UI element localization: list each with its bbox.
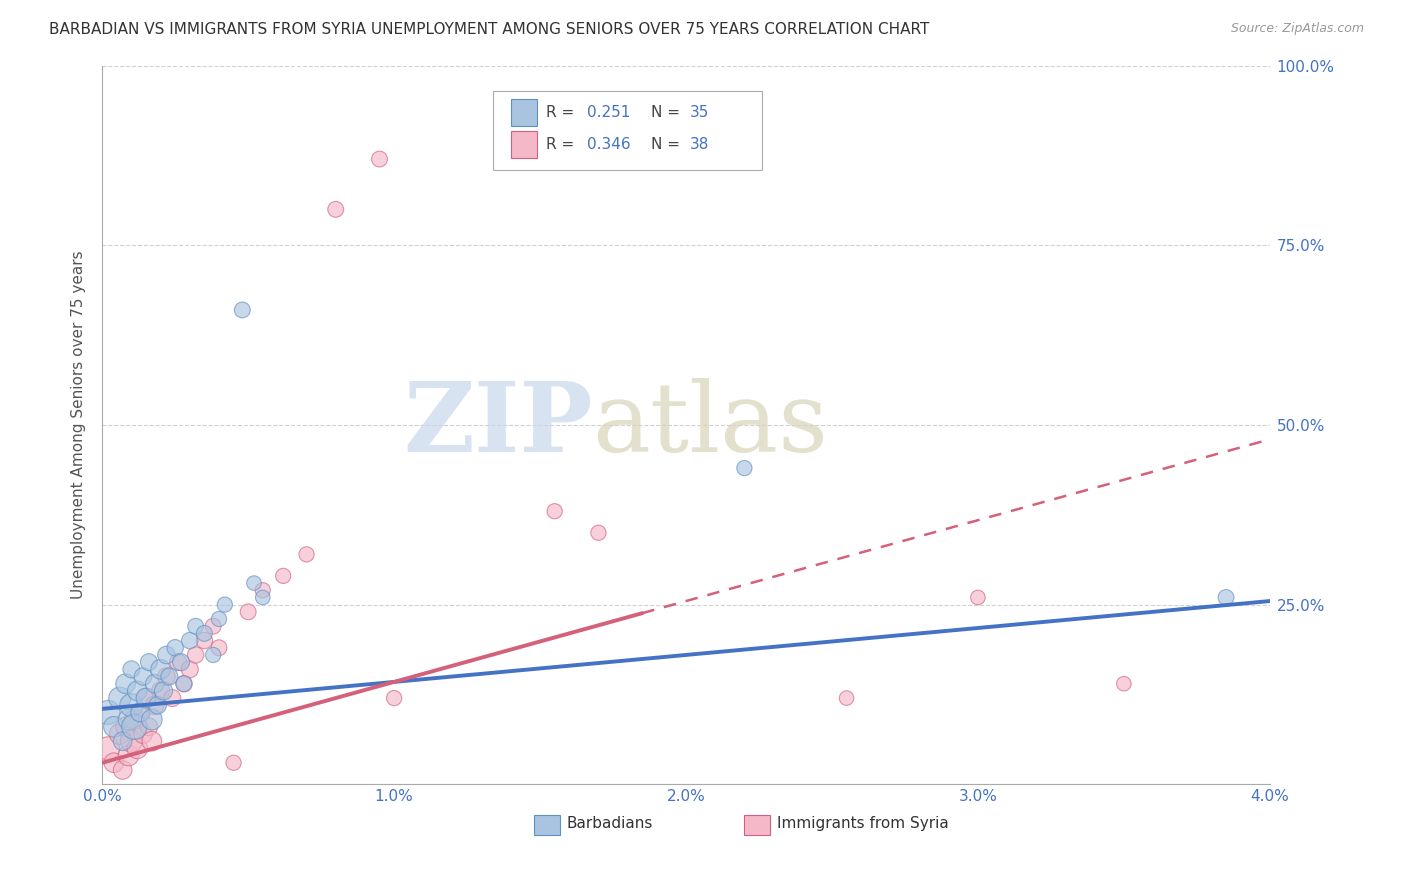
Text: ZIP: ZIP [404, 378, 592, 472]
Point [271, 569, 294, 583]
Point [1112, 676, 1135, 690]
Point [252, 591, 274, 605]
Point [108, 727, 131, 741]
Point [208, 612, 231, 626]
Bar [534, 814, 560, 835]
Text: 38: 38 [689, 137, 709, 153]
Point [325, 202, 347, 217]
Point [179, 662, 201, 676]
Point [138, 655, 160, 669]
Point [149, 662, 172, 676]
Point [193, 633, 215, 648]
Bar [510, 131, 537, 158]
Point [231, 302, 253, 317]
Point [835, 691, 858, 706]
Point [1215, 591, 1237, 605]
Text: R =: R = [546, 137, 579, 153]
Point [252, 583, 274, 598]
Point [184, 619, 207, 633]
Point [103, 756, 125, 770]
Point [127, 684, 149, 698]
Point [202, 619, 225, 633]
Point [368, 152, 391, 166]
Point [162, 691, 184, 706]
Point [120, 698, 142, 713]
Bar [744, 814, 770, 835]
Point [155, 648, 177, 662]
Point [117, 748, 139, 763]
Point [129, 706, 152, 720]
Point [208, 640, 231, 655]
Point [103, 720, 125, 734]
Point [165, 640, 187, 655]
Point [173, 676, 195, 690]
Point [179, 633, 201, 648]
Point [967, 591, 990, 605]
Point [114, 720, 136, 734]
Point [127, 741, 149, 756]
Text: N =: N = [651, 105, 685, 120]
Point [143, 698, 166, 713]
Point [170, 655, 193, 669]
Point [143, 676, 166, 690]
Text: 0.251: 0.251 [586, 105, 630, 120]
Point [97, 706, 120, 720]
Point [117, 713, 139, 727]
Point [141, 713, 163, 727]
Point [238, 605, 260, 619]
Point [155, 669, 177, 683]
Point [193, 626, 215, 640]
Text: 0.346: 0.346 [586, 137, 630, 153]
Point [97, 741, 120, 756]
Text: atlas: atlas [592, 378, 828, 472]
Point [135, 691, 157, 706]
Text: R =: R = [546, 105, 579, 120]
Point [146, 698, 169, 713]
Point [124, 713, 146, 727]
Point [295, 547, 318, 561]
FancyBboxPatch shape [494, 91, 762, 169]
Text: N =: N = [651, 137, 685, 153]
Point [108, 691, 131, 706]
Point [588, 525, 610, 540]
Point [114, 676, 136, 690]
Point [138, 720, 160, 734]
Point [120, 734, 142, 748]
Point [167, 655, 190, 669]
Point [543, 504, 565, 518]
Point [132, 669, 155, 683]
Point [124, 720, 146, 734]
Point [214, 598, 236, 612]
Point [184, 648, 207, 662]
Point [111, 734, 134, 748]
Point [243, 576, 266, 591]
Point [120, 662, 142, 676]
Text: Immigrants from Syria: Immigrants from Syria [778, 816, 949, 831]
Point [222, 756, 245, 770]
Text: 35: 35 [689, 105, 709, 120]
Point [202, 648, 225, 662]
Point [141, 734, 163, 748]
Point [129, 706, 152, 720]
Point [382, 691, 405, 706]
Point [173, 676, 195, 690]
Point [135, 691, 157, 706]
Point [111, 763, 134, 777]
Point [733, 461, 755, 475]
Bar [510, 99, 537, 126]
Y-axis label: Unemployment Among Seniors over 75 years: Unemployment Among Seniors over 75 years [72, 251, 86, 599]
Point [157, 669, 180, 683]
Text: Barbadians: Barbadians [567, 816, 654, 831]
Text: Source: ZipAtlas.com: Source: ZipAtlas.com [1230, 22, 1364, 36]
Point [132, 727, 155, 741]
Point [152, 684, 174, 698]
Text: BARBADIAN VS IMMIGRANTS FROM SYRIA UNEMPLOYMENT AMONG SENIORS OVER 75 YEARS CORR: BARBADIAN VS IMMIGRANTS FROM SYRIA UNEMP… [49, 22, 929, 37]
Point [149, 684, 172, 698]
